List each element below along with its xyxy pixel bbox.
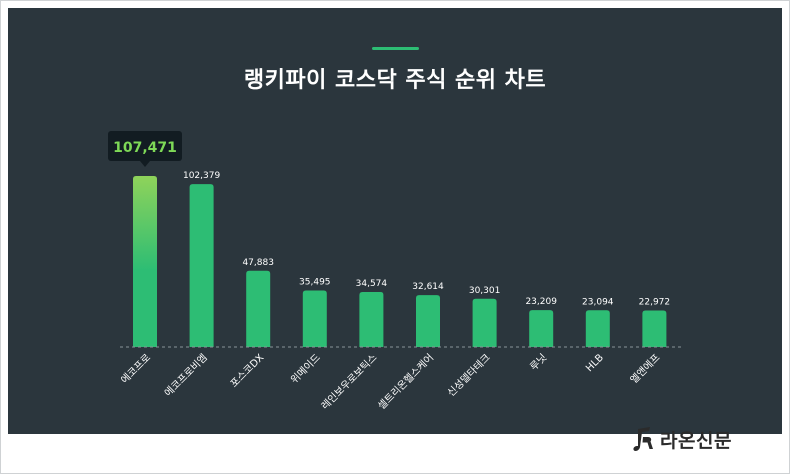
bar-6 [416, 295, 440, 347]
music-note-r-icon [633, 427, 653, 452]
data-label-4: 35,495 [299, 278, 331, 288]
bar-9 [585, 310, 610, 347]
tick-label-8: 루닛 [528, 352, 550, 374]
tooltip-pointer [140, 161, 150, 167]
tick-label-4: 위메이드 [288, 351, 323, 386]
data-label-1: 107,471 [113, 140, 177, 156]
tick-label-1: 에코프로 [119, 352, 154, 387]
tick-label-5: 레인보우로보틱스 [319, 352, 380, 413]
tick-label-6: 셀트리온헬스케어 [376, 352, 437, 413]
tick-label-2: 에코프로비엠 [162, 352, 210, 400]
data-label-7: 30,301 [469, 286, 501, 296]
data-label-5: 34,574 [356, 279, 388, 289]
bar-7 [472, 298, 497, 347]
brand-logo: 라온신문 [632, 424, 732, 454]
data-label-9: 23,094 [582, 297, 614, 307]
bar-3 [246, 270, 271, 347]
title-accent-bar [372, 47, 419, 50]
tick-label-9: HLB [584, 352, 606, 374]
bar-8 [529, 310, 554, 347]
data-label-2: 102,379 [183, 171, 220, 181]
chart-title: 랭키파이 코스닥 주식 순위 차트 [243, 68, 547, 93]
data-label-6: 32,614 [412, 282, 444, 292]
bar-2 [189, 184, 214, 347]
value-tooltip [108, 131, 182, 161]
tick-label-7: 신성델타테크 [445, 352, 493, 400]
bar-4 [302, 290, 327, 347]
brand-name: 라온신문 [660, 429, 732, 452]
data-label-10: 22,972 [639, 297, 671, 307]
bar-10 [642, 310, 667, 347]
tick-label-3: 포스코DX [228, 352, 266, 390]
bar-5 [359, 291, 384, 347]
tick-label-10: 엘앤에프 [627, 351, 662, 386]
bar-1 [133, 176, 157, 347]
data-label-8: 23,209 [525, 297, 557, 307]
data-label-3: 47,883 [242, 258, 274, 268]
